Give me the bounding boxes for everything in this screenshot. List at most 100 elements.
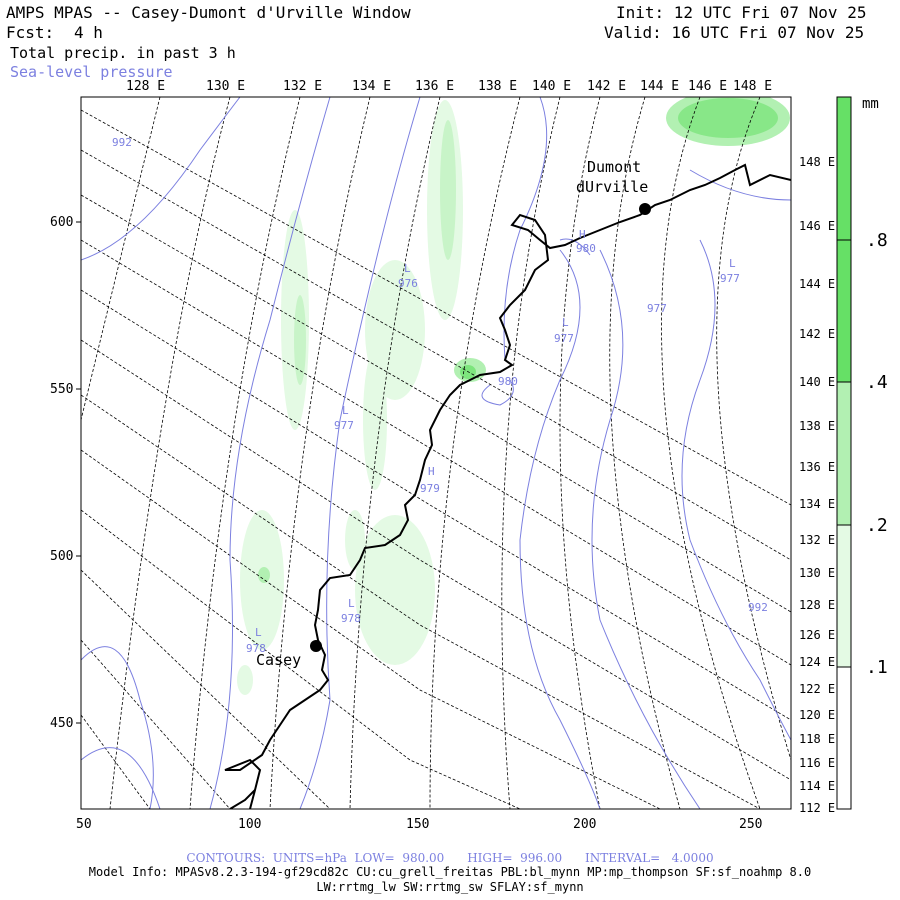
lon-label-top: 144 E	[640, 79, 679, 94]
colorbar-label: .4	[866, 372, 888, 393]
pressure-center-letter: L	[729, 257, 736, 270]
lon-label-right: 116 E	[799, 756, 835, 770]
lon-label-top: 140 E	[532, 79, 571, 94]
lon-label-right: 130 E	[799, 566, 835, 580]
lon-label-right: 132 E	[799, 533, 835, 547]
plot-frame	[80, 96, 792, 810]
lon-label-top: 128 E	[126, 79, 165, 94]
pressure-center-letter: H	[579, 228, 586, 241]
init-time: Init: 12 UTC Fri 07 Nov 25	[616, 3, 867, 22]
station-casey: Casey	[256, 640, 322, 669]
pressure-center-letter: L	[342, 404, 349, 417]
lon-label-top: 136 E	[415, 79, 454, 94]
pressure-value: 980	[576, 242, 596, 255]
grid-label-left: 550	[50, 382, 73, 397]
pressure-center-letter: L	[404, 262, 411, 275]
forecast-value: 4 h	[74, 23, 103, 42]
station-dumont-durville: Dumont dUrville	[576, 158, 651, 215]
field-precip-label: Total precip. in past 3 h	[10, 44, 236, 62]
lon-label-right: 142 E	[799, 327, 835, 341]
lon-label-top: 148 E	[733, 79, 772, 94]
colorbar-unit: mm	[862, 96, 879, 112]
field-pressure-label: Sea-level pressure	[10, 63, 173, 81]
grid-label-bottom: 100	[238, 817, 261, 832]
station-name-dumont: Dumont	[587, 158, 641, 176]
lon-label-top: 142 E	[587, 79, 626, 94]
colorbar-segment-mid-high	[837, 240, 851, 382]
station-name-durville: dUrville	[576, 178, 648, 196]
left-ticks	[76, 221, 81, 724]
lon-label-right: 128 E	[799, 598, 835, 612]
lon-label-right: 146 E	[799, 219, 835, 233]
pressure-value: 978	[341, 612, 361, 625]
grid-label-bottom: 50	[76, 817, 92, 832]
pressure-labels: 992 H 980 L 976 977 L 977 L 977 L 977 98…	[112, 136, 768, 655]
lon-label-right: 134 E	[799, 497, 835, 511]
pressure-value: 976	[398, 277, 418, 290]
pressure-value: 977	[720, 272, 740, 285]
grid-label-bottom: 200	[573, 817, 596, 832]
colorbar-segment-low	[837, 525, 851, 667]
lon-label-top: 132 E	[283, 79, 322, 94]
lon-label-right: 140 E	[799, 375, 835, 389]
pressure-value: 978	[246, 642, 266, 655]
contour-info: CONTOURS: UNITS=hPa LOW= 980.00 HIGH= 99…	[186, 851, 714, 865]
lon-label-right: 124 E	[799, 655, 835, 669]
left-grid-labels: 600 550 500 450	[50, 215, 73, 731]
lon-label-right: 144 E	[799, 277, 835, 291]
pressure-center-letter: L	[562, 316, 569, 329]
lon-label-top: 134 E	[352, 79, 391, 94]
top-lon-labels: 128 E 130 E 132 E 134 E 136 E 138 E 140 …	[126, 79, 772, 94]
grid-label-left: 450	[50, 716, 73, 731]
grid-label-bottom: 250	[739, 817, 762, 832]
latlon-grid	[81, 97, 791, 809]
model-info-2: LW:rrtmg_lw SW:rrtmg_sw SFLAY:sf_mynn	[316, 880, 584, 894]
lon-label-right: 126 E	[799, 628, 835, 642]
colorbar: mm .8 .4 .2 .1	[836, 96, 888, 810]
bottom-grid-labels: 50 100 150 200 250	[76, 817, 762, 832]
right-lon-labels: 148 E 146 E 144 E 142 E 140 E 138 E 136 …	[799, 155, 835, 815]
lon-label-right: 136 E	[799, 460, 835, 474]
colorbar-frame	[836, 96, 852, 810]
lon-label-right: 148 E	[799, 155, 835, 169]
lon-label-right: 120 E	[799, 708, 835, 722]
colorbar-label: .1	[866, 657, 888, 678]
coastline	[224, 163, 791, 809]
grid-label-bottom: 150	[406, 817, 429, 832]
lon-label-top: 146 E	[688, 79, 727, 94]
lon-label-top: 130 E	[206, 79, 245, 94]
lon-label-right: 138 E	[799, 419, 835, 433]
colorbar-label: .2	[866, 515, 888, 536]
grid-label-left: 500	[50, 549, 73, 564]
pressure-value: 980	[498, 375, 518, 388]
model-info: Model Info: MPASv8.2.3-194-gf29cd82c CU:…	[88, 865, 812, 879]
pressure-value: 992	[112, 136, 132, 149]
map-title: AMPS MPAS -- Casey-Dumont d'Urville Wind…	[6, 3, 411, 22]
lon-label-right: 112 E	[799, 801, 835, 815]
station-name-casey: Casey	[256, 651, 301, 669]
precip-shading	[237, 97, 790, 695]
station-dot-dumont	[639, 203, 651, 215]
valid-time: Valid: 16 UTC Fri 07 Nov 25	[604, 23, 865, 42]
forecast-label: Fcst:	[6, 23, 55, 42]
colorbar-segment-lowest	[837, 667, 851, 809]
pressure-value: 977	[647, 302, 667, 315]
colorbar-label: .8	[866, 230, 888, 251]
pressure-value: 979	[420, 482, 440, 495]
lon-label-right: 118 E	[799, 732, 835, 746]
colorbar-segment-high	[837, 97, 851, 240]
pressure-center-letter: L	[348, 597, 355, 610]
colorbar-segment-mid	[837, 382, 851, 525]
station-dot-casey	[310, 640, 322, 652]
pressure-center-letter: L	[255, 626, 262, 639]
pressure-value: 992	[748, 601, 768, 614]
pressure-center-letter: H	[428, 465, 435, 478]
lon-label-right: 114 E	[799, 779, 835, 793]
pressure-value: 977	[554, 332, 574, 345]
slp-contours	[81, 97, 791, 809]
grid-label-left: 600	[50, 215, 73, 230]
lon-label-right: 122 E	[799, 682, 835, 696]
lon-label-top: 138 E	[478, 79, 517, 94]
pressure-value: 977	[334, 419, 354, 432]
